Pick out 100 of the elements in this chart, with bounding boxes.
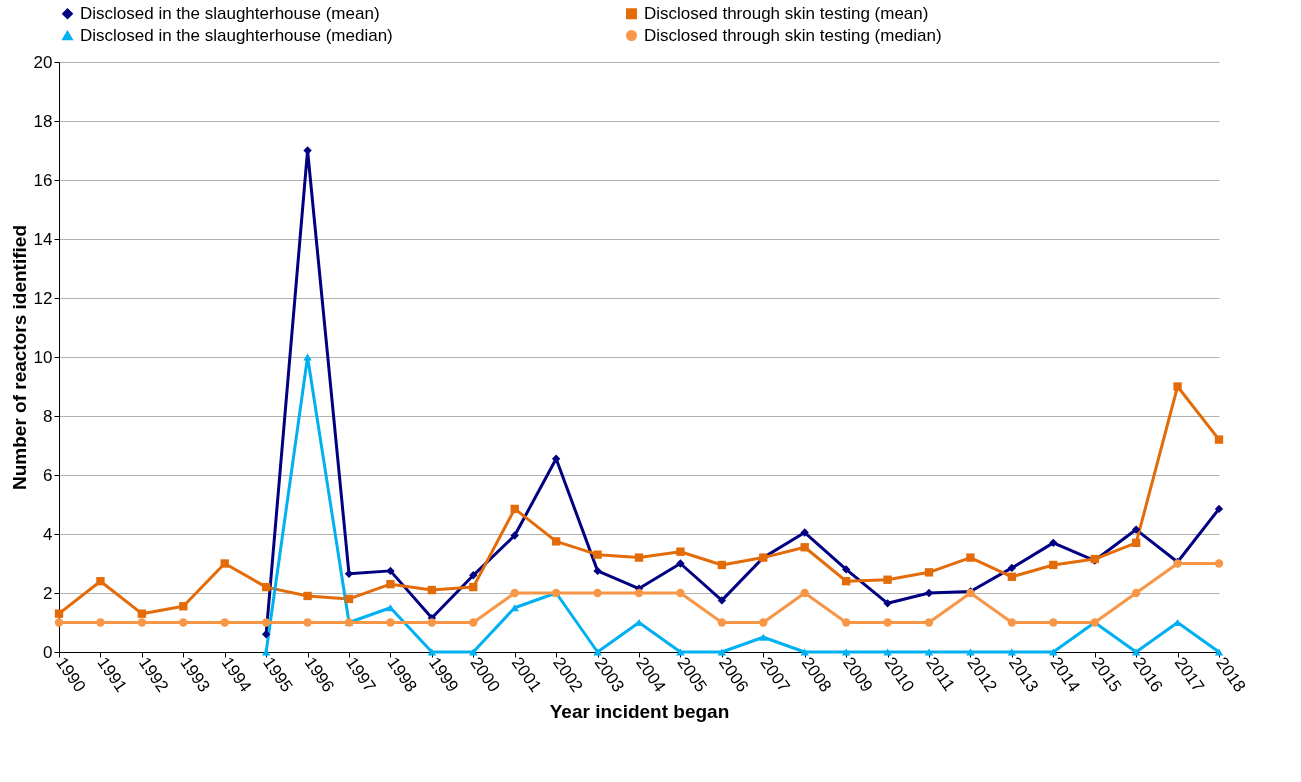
point [924, 618, 934, 627]
point [96, 618, 105, 627]
point [469, 618, 478, 627]
point [717, 560, 727, 570]
point [717, 596, 727, 605]
point [924, 568, 934, 577]
x-axis-title: Year incident began [549, 701, 730, 723]
point [717, 618, 727, 627]
point [924, 648, 934, 656]
point [510, 588, 519, 598]
point [261, 582, 271, 592]
point [427, 648, 437, 656]
point [427, 585, 437, 595]
legend-label: Disclosed through skin testing (mean) [644, 3, 929, 23]
point [883, 575, 892, 584]
point [386, 579, 395, 589]
point [179, 618, 188, 627]
point [303, 618, 312, 627]
point [261, 618, 271, 627]
point [54, 609, 64, 618]
point [841, 565, 851, 574]
point [1173, 382, 1182, 391]
point [551, 454, 561, 463]
point [303, 591, 312, 601]
point [1049, 648, 1058, 656]
point [261, 630, 271, 639]
point [386, 604, 395, 612]
point [1007, 648, 1017, 656]
point [1049, 560, 1058, 570]
y-tick-label: 6 [43, 465, 53, 485]
y-tick-label: 10 [33, 347, 53, 367]
y-tick-label: 14 [33, 229, 53, 249]
point [676, 648, 685, 656]
point [841, 577, 851, 586]
point [883, 599, 892, 608]
y-tick-label: 8 [43, 406, 53, 426]
point [1131, 525, 1141, 534]
point [800, 648, 809, 656]
point [593, 588, 602, 598]
point [1007, 563, 1017, 573]
y-tick-label: 2 [43, 583, 53, 603]
point [386, 618, 395, 627]
point [800, 543, 809, 552]
point [759, 633, 768, 641]
point [841, 618, 851, 627]
point [96, 577, 105, 586]
point [469, 648, 478, 656]
point [676, 588, 685, 598]
point [676, 547, 685, 556]
point [179, 602, 188, 611]
point [1214, 435, 1224, 444]
point [386, 566, 395, 576]
y-tick-label: 20 [33, 52, 53, 72]
point [717, 648, 727, 656]
point [676, 559, 685, 568]
point [1214, 559, 1224, 568]
point [593, 648, 602, 656]
point [469, 571, 478, 580]
legend-label: Disclosed in the slaughterhouse (median) [80, 25, 393, 45]
legend-label: Disclosed in the slaughterhouse (mean) [80, 3, 380, 23]
point [1131, 538, 1141, 548]
point [800, 528, 809, 537]
point [220, 559, 229, 568]
point [303, 353, 312, 361]
point [344, 594, 354, 604]
point [966, 648, 975, 656]
point [510, 531, 519, 540]
y-tick-label: 0 [43, 642, 53, 662]
point [1007, 618, 1017, 627]
point [137, 609, 147, 618]
point [427, 618, 437, 627]
point [593, 550, 602, 559]
point [966, 553, 975, 562]
point [634, 588, 644, 598]
point [634, 553, 644, 562]
point [883, 618, 892, 627]
point [510, 604, 519, 612]
y-tick-label: 18 [33, 111, 53, 131]
point [841, 648, 851, 656]
legend-label: Disclosed through skin testing (median) [644, 25, 942, 45]
point [883, 648, 892, 656]
point [800, 588, 809, 598]
point [759, 618, 768, 627]
point [220, 618, 229, 627]
point [303, 146, 312, 155]
point [137, 618, 147, 627]
point [510, 504, 519, 514]
point [1049, 538, 1058, 548]
y-axis-title: Number of reactors identified [8, 225, 30, 490]
point [1007, 572, 1017, 581]
point [593, 566, 602, 576]
point [1131, 648, 1141, 656]
y-tick-label: 4 [43, 524, 53, 544]
y-tick-label: 12 [33, 288, 53, 308]
point [1049, 618, 1058, 627]
point [1131, 588, 1141, 598]
point [551, 537, 561, 546]
point [1214, 504, 1224, 514]
point [54, 618, 64, 627]
point [469, 582, 478, 592]
